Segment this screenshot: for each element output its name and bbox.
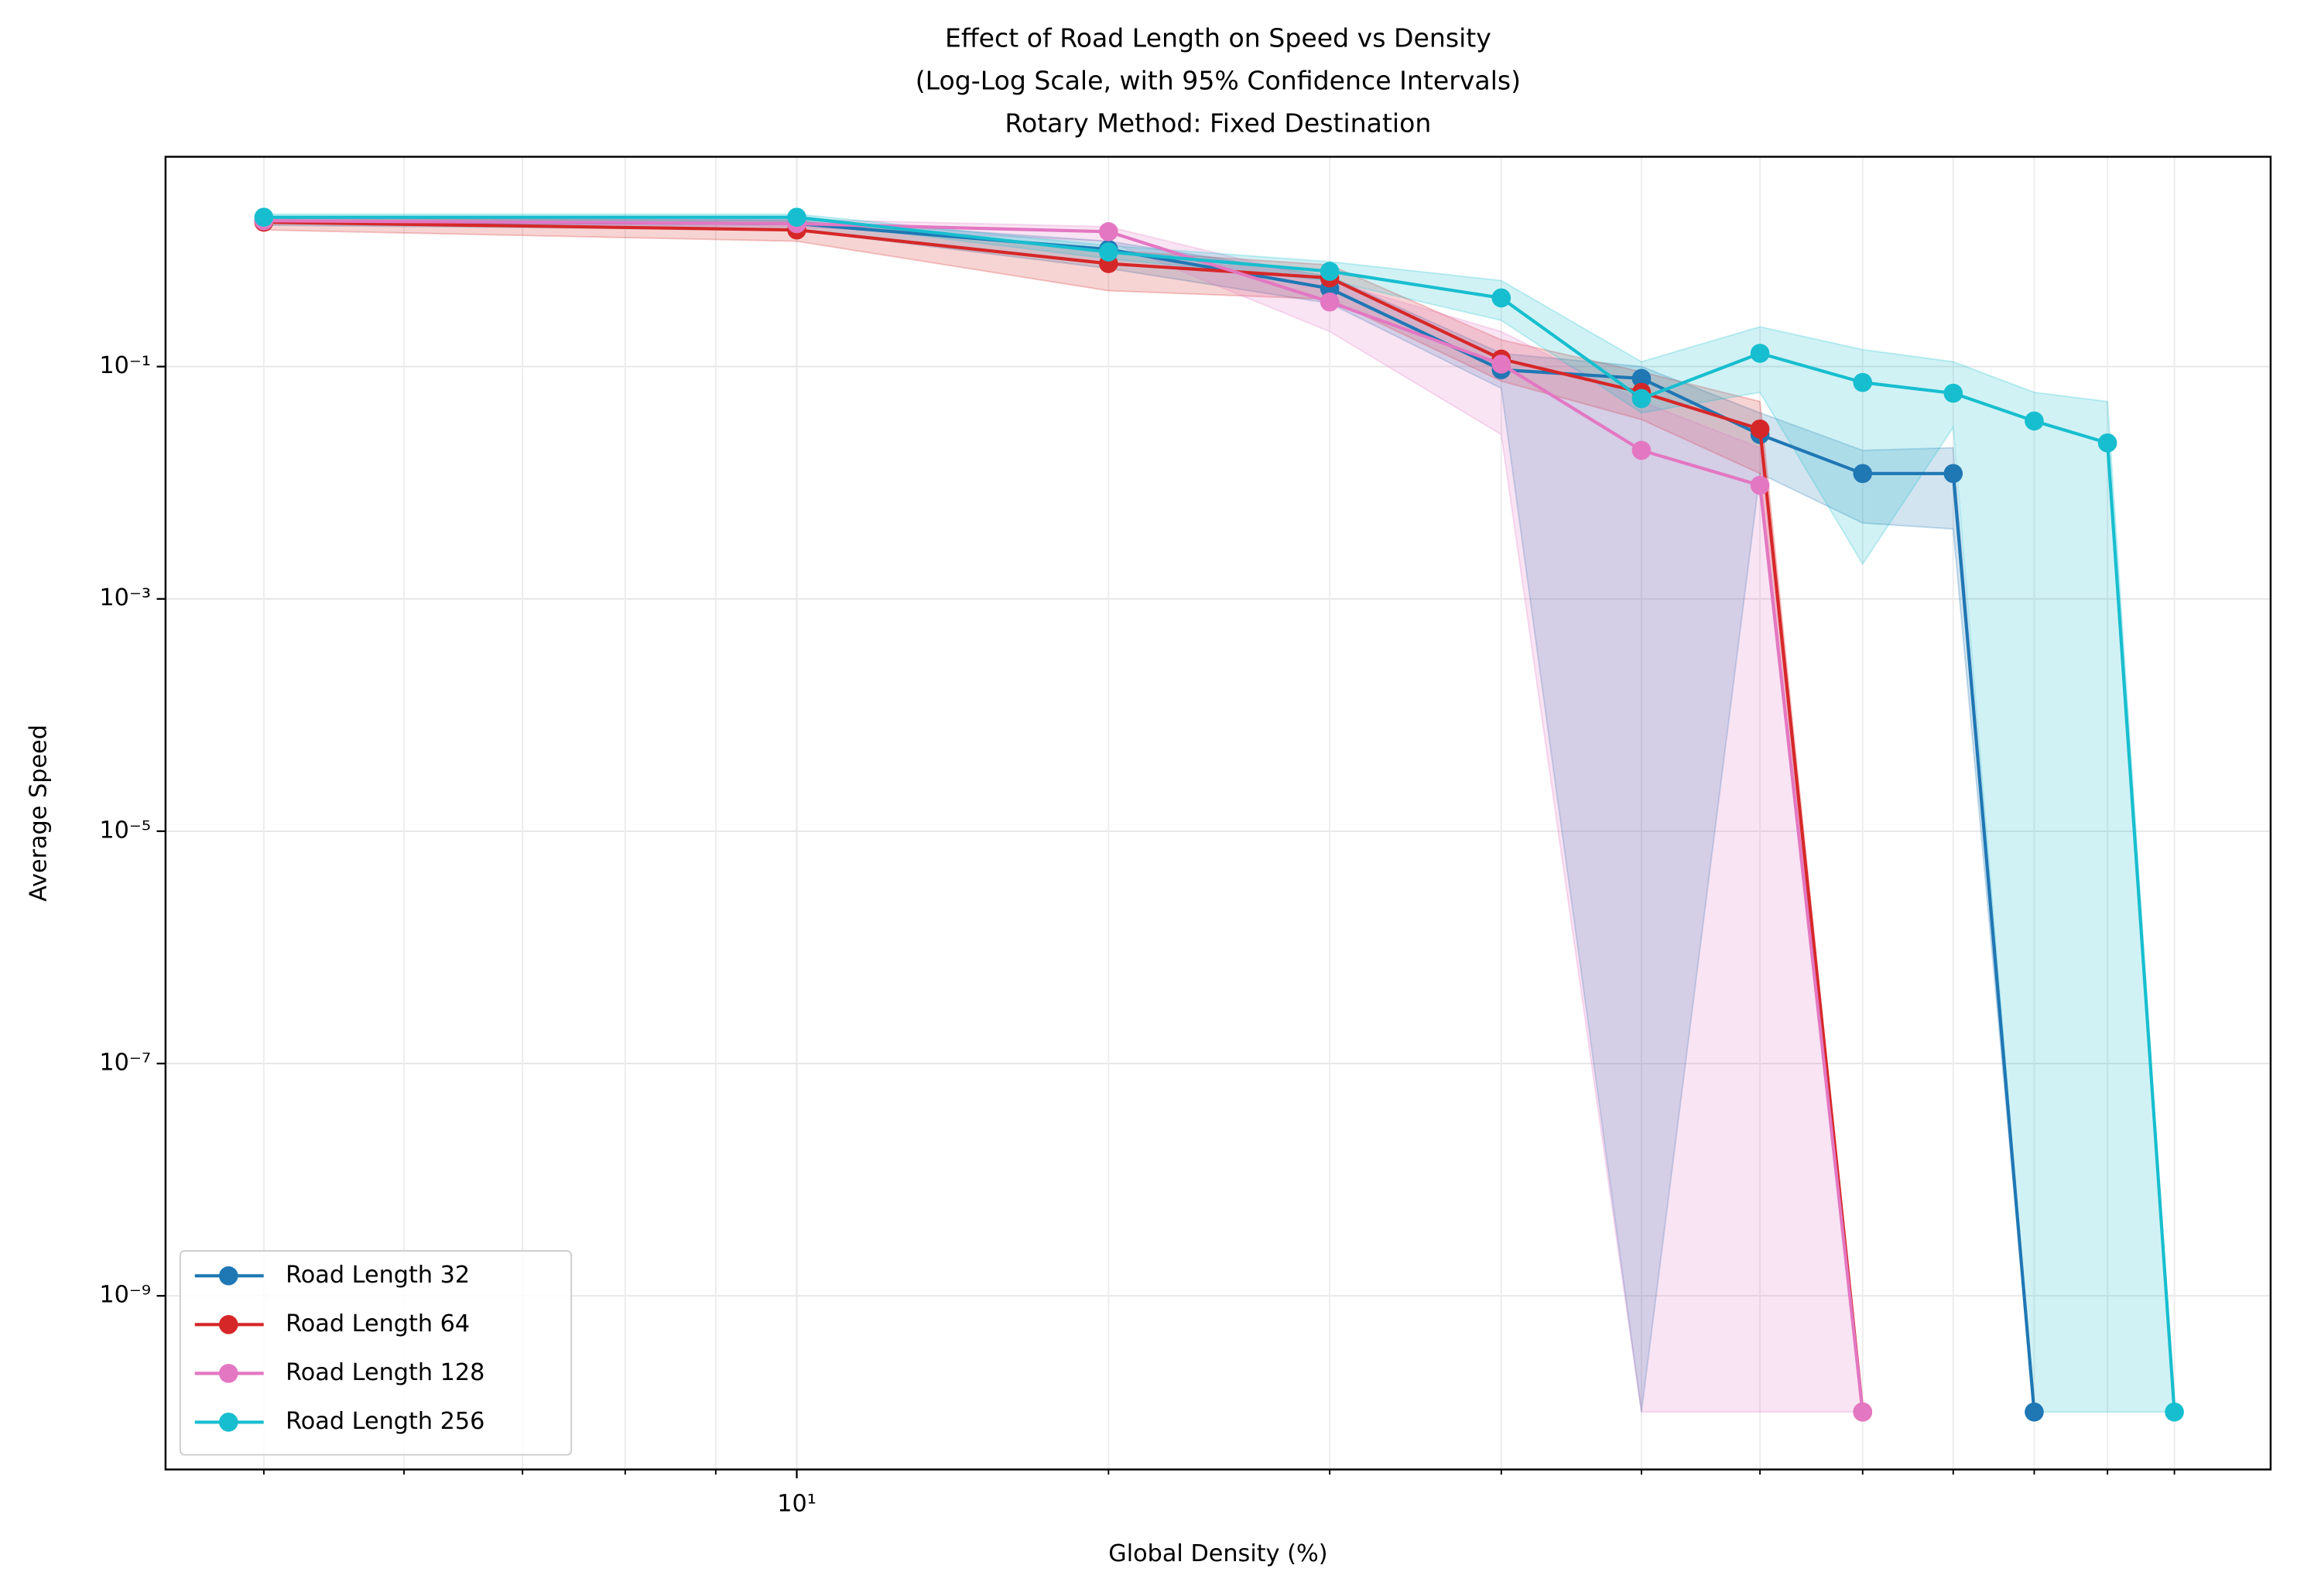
data-point [2025,1402,2044,1422]
data-point [1491,354,1511,374]
data-point [1320,292,1340,312]
data-point [2097,433,2117,453]
data-point [2165,1402,2184,1422]
data-point [1943,464,1963,484]
data-point [1750,475,1770,495]
confidence-band [262,217,2035,1413]
legend-marker [218,1413,238,1432]
data-point [787,207,806,227]
data-point [1750,419,1770,439]
series-line [263,220,1864,1413]
x-axis-label: Global Density (%) [1108,1540,1327,1567]
data-point [254,207,274,227]
data-point [1750,344,1770,363]
legend-label: Road Length 128 [286,1359,484,1386]
data-point [2025,411,2044,431]
series-line [263,215,2176,1413]
legend-label: Road Length 64 [286,1310,470,1337]
data-point [1853,1402,1873,1422]
confidence-band [262,213,2175,1413]
x-tick-label: 10¹ [777,1490,816,1517]
legend-label: Road Length 256 [286,1408,484,1435]
y-tick-label: 10⁻³ [99,584,151,611]
y-tick-label: 10⁻⁷ [99,1050,151,1077]
y-axis-label: Average Speed [26,724,53,902]
data-point [1491,288,1511,308]
y-tick-label: 10⁻⁹ [99,1282,151,1309]
data-point [1631,389,1652,409]
chart-title: Rotary Method: Fixed Destination [1005,108,1431,138]
legend-marker [218,1266,238,1286]
data-point [1320,262,1340,281]
legend-marker [218,1364,238,1383]
data-point [1099,222,1118,241]
data-point [1853,464,1873,484]
chart-title: Effect of Road Length on Speed vs Densit… [945,23,1491,53]
y-tick-label: 10⁻⁵ [99,817,151,844]
data-point [1853,372,1873,392]
legend-marker [218,1315,238,1334]
data-point [1099,242,1118,262]
y-tick-label: 10⁻¹ [99,352,151,379]
data-point [1631,440,1652,461]
chart-title: (Log-Log Scale, with 95% Confidence Inte… [916,66,1521,96]
legend-label: Road Length 32 [286,1262,470,1289]
plot-frame [164,156,2272,1471]
data-point [1943,383,1963,403]
series-line [263,219,1864,1413]
legend-box [179,1250,573,1456]
data-point [1631,368,1652,389]
